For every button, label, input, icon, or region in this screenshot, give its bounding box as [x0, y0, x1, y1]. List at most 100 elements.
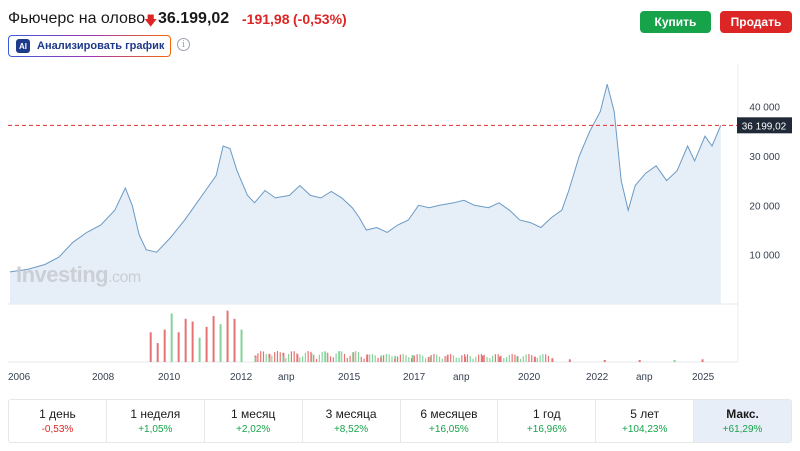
volume-bar [301, 356, 304, 362]
volume-bar [212, 316, 215, 362]
period-option[interactable]: 6 месяцев +16,05% [401, 400, 499, 442]
volume-bar [438, 356, 441, 362]
current-price-tag-bg [737, 117, 792, 134]
chart-svg: 36 199,02 40 000 30 000 20 000 10 000 2006 2… [8, 64, 792, 383]
period-change: +104,23% [622, 424, 668, 435]
period-option[interactable]: 1 год +16,96% [498, 400, 597, 442]
volume-bar [525, 354, 527, 362]
volume-bar [163, 329, 166, 362]
volume-bar [219, 324, 222, 362]
volume-bar [279, 352, 281, 362]
volume-bar [475, 356, 477, 362]
period-label: 6 месяцев [420, 407, 478, 421]
volume-bar [357, 352, 360, 362]
period-option[interactable]: 5 лет +104,23% [596, 400, 695, 442]
volume-bar [315, 358, 318, 362]
x-tick-label: 2022 [586, 372, 609, 383]
x-tick-label: апр [453, 372, 470, 383]
volume-bar [391, 356, 393, 362]
ai-badge-icon: AI [16, 39, 30, 53]
volume-bar [450, 354, 452, 362]
period-option[interactable]: 1 неделя +1,05% [107, 400, 205, 442]
quote-header: Фьючерс на олово 🡇 36.199,02 -191,98 (-0… [8, 8, 792, 32]
y-tick-label: 30 000 [749, 152, 780, 163]
y-tick-label: 40 000 [749, 103, 780, 114]
volume-bar [422, 355, 424, 362]
x-tick-label: апр [278, 372, 295, 383]
analyze-chart-label: Анализировать график [37, 40, 165, 52]
current-price-tag: 36 199,02 [737, 117, 792, 134]
volume-bar [433, 354, 435, 362]
volume-bar [268, 358, 270, 362]
period-label: Макс. [726, 407, 759, 421]
volume-bar [486, 357, 488, 362]
period-label: 1 неделя [130, 407, 181, 421]
volume-bar [299, 357, 301, 362]
x-tick-label: 2017 [403, 372, 426, 383]
watermark-brand: Investing [16, 262, 109, 287]
volume-bar [385, 354, 388, 362]
volume-bar [464, 354, 466, 362]
volume-bar [296, 353, 298, 362]
volume-bar [271, 355, 273, 362]
analyze-chart-button[interactable]: AI Анализировать график [8, 35, 171, 57]
price-area-fill [10, 84, 721, 304]
volume-bar [335, 353, 337, 362]
volume-bar [536, 357, 538, 362]
volume-bar [416, 354, 418, 362]
volume-bar [494, 354, 496, 362]
volume-bar [352, 352, 354, 362]
volume-bar [413, 355, 415, 362]
period-change: +16,05% [429, 424, 469, 435]
volume-bar [293, 351, 295, 362]
volume-bar [170, 313, 173, 362]
x-tick-label: апр [636, 372, 653, 383]
volume-bar [260, 351, 262, 362]
volume-bar [332, 357, 334, 362]
volume-bar [542, 354, 544, 362]
period-label: 3 месяца [325, 407, 377, 421]
volume-bar [240, 329, 243, 362]
x-tick-label: 2020 [518, 372, 541, 383]
volume-bar [338, 351, 340, 362]
period-option[interactable]: 1 месяц +2,02% [205, 400, 303, 442]
volume-bar [461, 355, 463, 362]
x-tick-label: 2015 [338, 372, 361, 383]
volume-bar [545, 354, 547, 362]
volume-bar [517, 356, 519, 362]
period-option[interactable]: Макс. +61,29% [694, 400, 791, 442]
price-line [9, 84, 722, 273]
volume-bar [408, 357, 410, 362]
volume-bar [673, 360, 676, 362]
x-tick-label: 2006 [8, 372, 31, 383]
period-option[interactable]: 1 день -0,53% [9, 400, 107, 442]
volume-bar [383, 355, 385, 362]
x-tick-label: 2008 [92, 372, 115, 383]
volume-bar [349, 355, 351, 362]
volume-bar [371, 354, 374, 362]
buy-button[interactable]: Купить [640, 11, 711, 33]
period-option[interactable]: 3 месяца +8,52% [303, 400, 401, 442]
volume-bar [508, 354, 510, 362]
volume-bar [268, 353, 271, 362]
volume-bar [411, 354, 414, 362]
volume-bar [514, 354, 516, 362]
last-price: 36.199,02 [158, 10, 230, 27]
volume-bar [262, 351, 265, 362]
volume-bar [205, 326, 208, 362]
y-tick-label: 20 000 [749, 201, 780, 212]
volume-bar [551, 358, 554, 362]
info-icon[interactable]: i [177, 38, 190, 51]
volume-bar [363, 358, 365, 362]
period-label: 5 лет [630, 407, 660, 421]
volume-bar [226, 310, 229, 362]
volume-bar [531, 355, 533, 362]
period-label: 1 месяц [231, 407, 276, 421]
volume-bar [402, 354, 404, 362]
sell-button[interactable]: Продать [720, 11, 792, 33]
volume-bar [310, 351, 312, 362]
volume-bar [318, 354, 320, 362]
volume-bar [360, 356, 362, 362]
price-chart[interactable]: 36 199,02 40 000 30 000 20 000 10 000 2006 2… [8, 64, 792, 386]
volume-bar [257, 353, 259, 362]
